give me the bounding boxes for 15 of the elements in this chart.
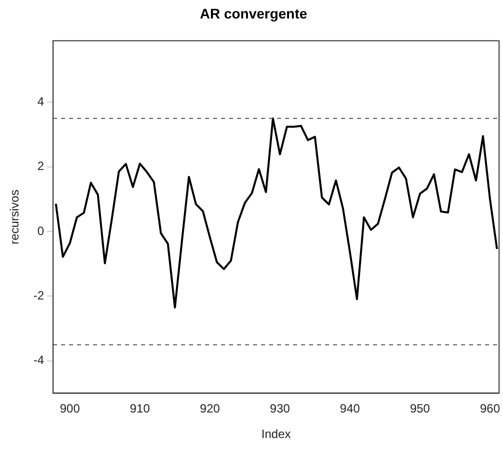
x-axis-title: Index [261,427,291,442]
y-tick-label: -2 [33,288,44,303]
y-axis-title: recursivos [8,190,22,244]
chart-title: AR convergente [200,5,308,22]
y-tick-label: 2 [37,159,44,174]
x-tick-label: 910 [130,402,150,416]
x-tick-label: 930 [270,402,290,416]
x-tick-label: 950 [410,402,430,416]
y-tick-label: 0 [37,224,44,238]
x-tick-label: 920 [200,402,220,416]
x-tick-label: 960 [480,402,500,416]
y-tick-label: -4 [33,353,44,368]
x-tick-label: 940 [340,402,360,416]
x-tick-label: 900 [60,402,80,416]
y-tick-label: 4 [37,94,44,109]
